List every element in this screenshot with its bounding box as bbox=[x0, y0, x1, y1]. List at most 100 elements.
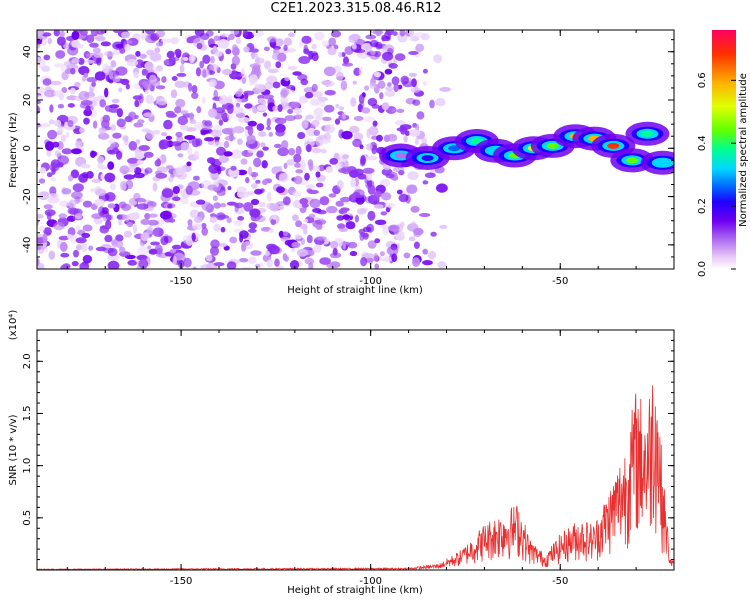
noise-blob bbox=[58, 235, 70, 241]
noise-blob bbox=[292, 214, 299, 221]
noise-blob bbox=[62, 263, 71, 269]
noise-blob bbox=[277, 147, 289, 157]
noise-blob bbox=[358, 66, 364, 77]
noise-blob bbox=[39, 123, 51, 128]
noise-blob bbox=[323, 132, 331, 141]
noise-blob bbox=[140, 218, 151, 225]
noise-blob bbox=[436, 183, 448, 193]
noise-blob bbox=[409, 129, 421, 137]
noise-blob bbox=[379, 251, 385, 257]
noise-blob bbox=[109, 104, 120, 109]
x-tick-label: -100 bbox=[359, 576, 382, 587]
noise-blob bbox=[124, 137, 129, 146]
noise-blob bbox=[146, 49, 155, 56]
noise-blob bbox=[300, 78, 309, 86]
noise-blob bbox=[182, 235, 189, 244]
noise-blob bbox=[110, 143, 116, 149]
noise-blob bbox=[397, 32, 408, 43]
noise-blob bbox=[81, 232, 91, 239]
noise-blob bbox=[306, 234, 313, 244]
signal-core bbox=[448, 145, 461, 152]
noise-blob bbox=[75, 244, 83, 251]
noise-blob bbox=[46, 172, 53, 178]
noise-blob bbox=[322, 116, 332, 121]
noise-blob bbox=[61, 71, 69, 81]
noise-blob bbox=[146, 226, 153, 235]
noise-blob bbox=[234, 202, 244, 209]
noise-blob bbox=[338, 52, 343, 58]
x-tick-label: -50 bbox=[552, 576, 568, 587]
noise-blob bbox=[195, 138, 203, 147]
noise-blob bbox=[38, 178, 46, 184]
noise-blob bbox=[294, 162, 302, 168]
noise-blob bbox=[237, 216, 245, 221]
noise-blob bbox=[278, 165, 283, 172]
noise-blob bbox=[223, 140, 230, 149]
noise-blob bbox=[71, 58, 80, 64]
noise-blob bbox=[422, 248, 429, 255]
noise-blob bbox=[367, 97, 378, 107]
noise-blob bbox=[413, 241, 420, 249]
y-tick-label: 1.5 bbox=[22, 406, 33, 422]
noise-blob bbox=[381, 192, 392, 201]
noise-blob bbox=[386, 246, 399, 256]
noise-blob bbox=[295, 169, 304, 174]
noise-blob bbox=[50, 177, 57, 182]
signal-core bbox=[607, 142, 620, 149]
noise-blob bbox=[42, 233, 48, 244]
noise-blob bbox=[83, 117, 90, 125]
chart-title: C2E1.2023.315.08.46.R12 bbox=[270, 1, 442, 16]
noise-blob bbox=[97, 132, 110, 140]
noise-blob bbox=[82, 224, 93, 232]
noise-blob bbox=[37, 56, 42, 65]
noise-blob bbox=[369, 39, 379, 48]
noise-blob bbox=[291, 247, 296, 253]
noise-blob bbox=[251, 183, 258, 189]
noise-blob bbox=[237, 193, 250, 199]
noise-blob bbox=[216, 146, 226, 156]
noise-blob bbox=[156, 158, 161, 167]
noise-blob bbox=[27, 110, 32, 118]
noise-blob bbox=[293, 153, 302, 163]
top-y-axis: -40 -20 0 20 40 bbox=[22, 39, 674, 270]
noise-blob bbox=[373, 253, 379, 262]
noise-blob bbox=[314, 219, 327, 225]
noise-blob bbox=[243, 46, 250, 53]
noise-blob bbox=[266, 117, 271, 128]
noise-blob bbox=[116, 150, 123, 160]
noise-blob bbox=[125, 83, 130, 90]
noise-blob bbox=[308, 213, 316, 218]
noise-blob bbox=[189, 119, 197, 125]
noise-blob bbox=[341, 130, 353, 140]
noise-blob bbox=[85, 105, 91, 112]
noise-blob bbox=[275, 38, 284, 47]
noise-blob bbox=[320, 124, 331, 132]
noise-blob bbox=[362, 253, 374, 259]
noise-blob bbox=[47, 37, 52, 45]
noise-blob bbox=[134, 197, 147, 203]
noise-blob bbox=[282, 196, 291, 206]
colorbar-tick-label: 0.2 bbox=[697, 198, 708, 214]
noise-blob bbox=[268, 132, 274, 137]
noise-blob bbox=[148, 213, 158, 218]
noise-blob bbox=[218, 119, 224, 126]
noise-blob bbox=[256, 123, 265, 131]
noise-blob bbox=[144, 61, 154, 71]
noise-blob bbox=[283, 162, 288, 169]
noise-blob bbox=[244, 103, 253, 109]
noise-blob bbox=[44, 89, 56, 98]
noise-blob bbox=[145, 130, 155, 140]
noise-blob bbox=[134, 99, 140, 108]
noise-blob bbox=[262, 112, 268, 117]
noise-blob bbox=[84, 59, 95, 64]
noise-blob bbox=[261, 160, 268, 169]
noise-blob bbox=[252, 105, 258, 114]
noise-blob bbox=[145, 94, 154, 105]
noise-blob bbox=[374, 204, 384, 209]
noise-blob bbox=[336, 180, 344, 190]
noise-blob bbox=[347, 241, 358, 249]
noise-blob bbox=[118, 87, 123, 93]
noise-blob bbox=[111, 238, 118, 248]
noise-blob bbox=[47, 129, 58, 140]
